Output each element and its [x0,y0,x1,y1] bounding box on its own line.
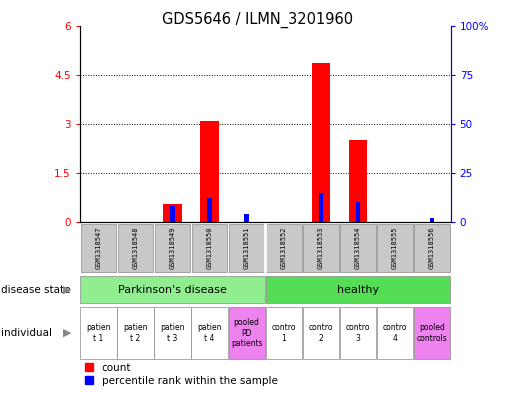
Bar [200,121,219,222]
Text: contro
1: contro 1 [271,323,296,343]
Text: ▶: ▶ [63,285,71,295]
Text: GSM1318554: GSM1318554 [355,227,361,269]
Text: pooled
controls: pooled controls [417,323,448,343]
Bar [266,276,450,303]
Bar [245,214,249,222]
Bar [377,307,413,359]
Bar [430,218,434,222]
Bar [312,63,330,222]
Text: GSM1318553: GSM1318553 [318,227,324,269]
Bar [229,307,265,359]
Text: GSM1318556: GSM1318556 [429,227,435,269]
Bar [349,140,367,222]
Text: patien
t 2: patien t 2 [123,323,148,343]
Text: GDS5646 / ILMN_3201960: GDS5646 / ILMN_3201960 [162,12,353,28]
Text: healthy: healthy [337,285,379,295]
Bar [80,307,116,359]
Bar [414,224,450,272]
Text: contro
3: contro 3 [346,323,370,343]
Text: GSM1318551: GSM1318551 [244,227,250,269]
Text: GSM1318552: GSM1318552 [281,227,287,269]
Text: patien
t 3: patien t 3 [160,323,185,343]
Bar [319,193,323,222]
Bar [303,224,339,272]
Text: individual: individual [1,328,52,338]
Text: Parkinson's disease: Parkinson's disease [118,285,227,295]
Bar [356,202,360,222]
Bar [154,224,191,272]
Text: contro
2: contro 2 [308,323,333,343]
Bar [192,307,228,359]
Bar [303,307,339,359]
Bar [266,224,302,272]
Text: GSM1318547: GSM1318547 [95,227,101,269]
Bar [340,307,376,359]
Bar [117,224,153,272]
Bar [117,307,153,359]
Text: pooled
PD
patients: pooled PD patients [231,318,263,348]
Bar [340,224,376,272]
Bar [80,276,265,303]
Text: patien
t 4: patien t 4 [197,323,222,343]
Bar [266,307,302,359]
Bar [163,204,182,222]
Bar [192,224,228,272]
Text: GSM1318550: GSM1318550 [207,227,213,269]
Bar [377,224,413,272]
Bar [208,198,212,222]
Bar [154,307,191,359]
Bar [414,307,450,359]
Text: patien
t 1: patien t 1 [86,323,111,343]
Text: contro
4: contro 4 [383,323,407,343]
Bar [170,206,175,222]
Text: GSM1318555: GSM1318555 [392,227,398,269]
Legend: count, percentile rank within the sample: count, percentile rank within the sample [85,363,278,386]
Bar [80,224,116,272]
Text: GSM1318548: GSM1318548 [132,227,139,269]
Text: disease state: disease state [1,285,70,295]
Bar [229,224,265,272]
Text: ▶: ▶ [63,328,71,338]
Text: GSM1318549: GSM1318549 [169,227,176,269]
